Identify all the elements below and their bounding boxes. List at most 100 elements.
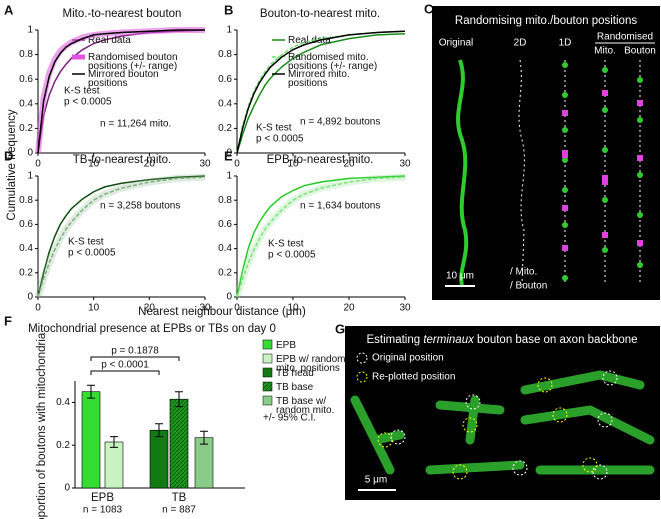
y-axis-label: Cumulative frequency xyxy=(6,109,18,220)
series-line xyxy=(37,29,205,154)
annotation: n = 4,892 boutons xyxy=(300,117,380,128)
series-line xyxy=(236,30,406,154)
legend-label: Original position xyxy=(372,353,444,364)
legend-label: Real data xyxy=(88,35,131,46)
annotation: n = 3,258 boutons xyxy=(100,201,180,212)
y-tick-label: 1 xyxy=(226,171,232,182)
title-part: terminaux xyxy=(423,334,475,346)
y-tick-label: 0.8 xyxy=(218,49,232,60)
x-tick-label: 10 xyxy=(287,159,299,170)
legend-label: Randomised bouton positions (+/- range) xyxy=(88,52,178,72)
scale-label: 10 μm xyxy=(446,271,474,282)
chart-title: EPB-to-nearest mito. xyxy=(267,154,374,166)
y-tick-label: 0.2 xyxy=(56,440,70,451)
annotation: p < 0.0005 xyxy=(68,248,116,259)
series-band xyxy=(233,173,406,299)
position-markers xyxy=(390,370,618,480)
legend-label: EPB xyxy=(276,340,296,351)
legend-swatch xyxy=(262,395,273,406)
series-line xyxy=(37,175,206,298)
annotation: K-S test xyxy=(64,86,100,97)
x-tick-label: 10 xyxy=(88,159,100,170)
y-tick-label: 0.2 xyxy=(218,267,232,278)
legend-label: / Mito. xyxy=(510,267,537,278)
y-tick-label: 0.6 xyxy=(218,219,232,230)
error-bar xyxy=(175,391,183,408)
x-tick-label: 0 xyxy=(234,303,240,314)
chart-title: Mito.-to-nearest bouton xyxy=(63,8,182,20)
x-tick-label: 20 xyxy=(144,159,156,170)
column-group: Randomised xyxy=(597,32,653,43)
y-tick-label: 0 xyxy=(226,148,232,159)
annotation: K-S test xyxy=(256,123,292,134)
group-n: n = 1083 xyxy=(83,505,123,516)
position-markers xyxy=(377,377,598,480)
legend-swatch xyxy=(262,381,273,392)
column-label: Mito. xyxy=(594,46,616,57)
x-tick-label: 30 xyxy=(199,159,211,170)
x-tick-label: 0 xyxy=(234,159,240,170)
axon-image xyxy=(350,370,655,475)
y-tick-label: 0.4 xyxy=(56,397,70,408)
y-tick-label: 0.4 xyxy=(19,98,33,109)
image-bg xyxy=(432,6,660,300)
legend-label: Mirrored bouton positions xyxy=(88,69,159,89)
x-tick-label: 10 xyxy=(287,303,299,314)
chart-title: Bouton-to-nearest mito. xyxy=(260,8,380,20)
y-tick-label: 0.2 xyxy=(19,267,33,278)
annotation: K-S test xyxy=(68,237,104,248)
comparison-label: p = 0.1878 xyxy=(111,346,159,357)
bar xyxy=(149,429,169,489)
legend-label: Randomised mito. positions (+/- range) xyxy=(288,52,377,72)
y-tick-label: 1 xyxy=(226,25,232,36)
legend-swatch xyxy=(262,353,273,364)
annotation: p < 0.0005 xyxy=(256,134,304,145)
y-tick-label: 0 xyxy=(27,148,33,159)
trace-2d xyxy=(518,59,525,286)
panel-letter: E xyxy=(224,148,233,163)
x-tick-label: 20 xyxy=(144,303,156,314)
y-tick-label: 0.4 xyxy=(218,98,232,109)
title-part: bouton base on axon backbone xyxy=(474,334,638,346)
panel-letter: F xyxy=(4,313,12,328)
series-line xyxy=(236,175,406,298)
error-bar xyxy=(200,430,208,445)
x-tick-label: 20 xyxy=(343,159,355,170)
y-tick-label: 0 xyxy=(226,292,232,303)
x-tick-label: 0 xyxy=(35,303,41,314)
mito-dots xyxy=(562,90,643,251)
series-band xyxy=(34,173,206,299)
y-tick-label: 0.2 xyxy=(218,123,232,134)
panel-c: Randomising mito./bouton positions Origi… xyxy=(432,6,660,300)
group-n: n = 887 xyxy=(162,505,196,516)
column-label: 2D xyxy=(514,38,527,49)
title-part: Estimating xyxy=(366,334,423,346)
x-tick-label: 10 xyxy=(88,303,100,314)
x-axis-label: Nearest neighbour distance (μm) xyxy=(138,306,306,318)
error-bar xyxy=(110,436,118,448)
bar xyxy=(169,398,189,489)
y-tick-label: 0.8 xyxy=(19,195,33,206)
annotation: p < 0.0005 xyxy=(64,97,112,108)
legend-label: TB base w/random mito. xyxy=(276,396,334,416)
y-tick-label: 0.6 xyxy=(19,74,33,85)
comparison-bracket xyxy=(90,356,180,361)
legend-marker xyxy=(356,371,368,383)
scale-label: 5 μm xyxy=(365,475,387,486)
y-tick-label: 0 xyxy=(64,483,70,494)
x-tick-label: 30 xyxy=(199,303,211,314)
y-axis-label: Proportion of boutons with mitochondria xyxy=(36,332,48,519)
legend-label: Re-plotted position xyxy=(372,372,455,383)
bar xyxy=(194,437,214,489)
y-tick-label: 0 xyxy=(27,292,33,303)
y-tick-label: 1 xyxy=(27,171,33,182)
error-bar xyxy=(87,384,95,399)
annotation: n = 1,634 boutons xyxy=(300,201,380,212)
panel-letter: C xyxy=(424,1,434,16)
y-tick-label: 0.6 xyxy=(19,219,33,230)
panel-letter: G xyxy=(335,321,345,336)
panel-letter: D xyxy=(4,148,13,163)
axon-image xyxy=(456,59,469,286)
error-bar xyxy=(155,423,163,438)
